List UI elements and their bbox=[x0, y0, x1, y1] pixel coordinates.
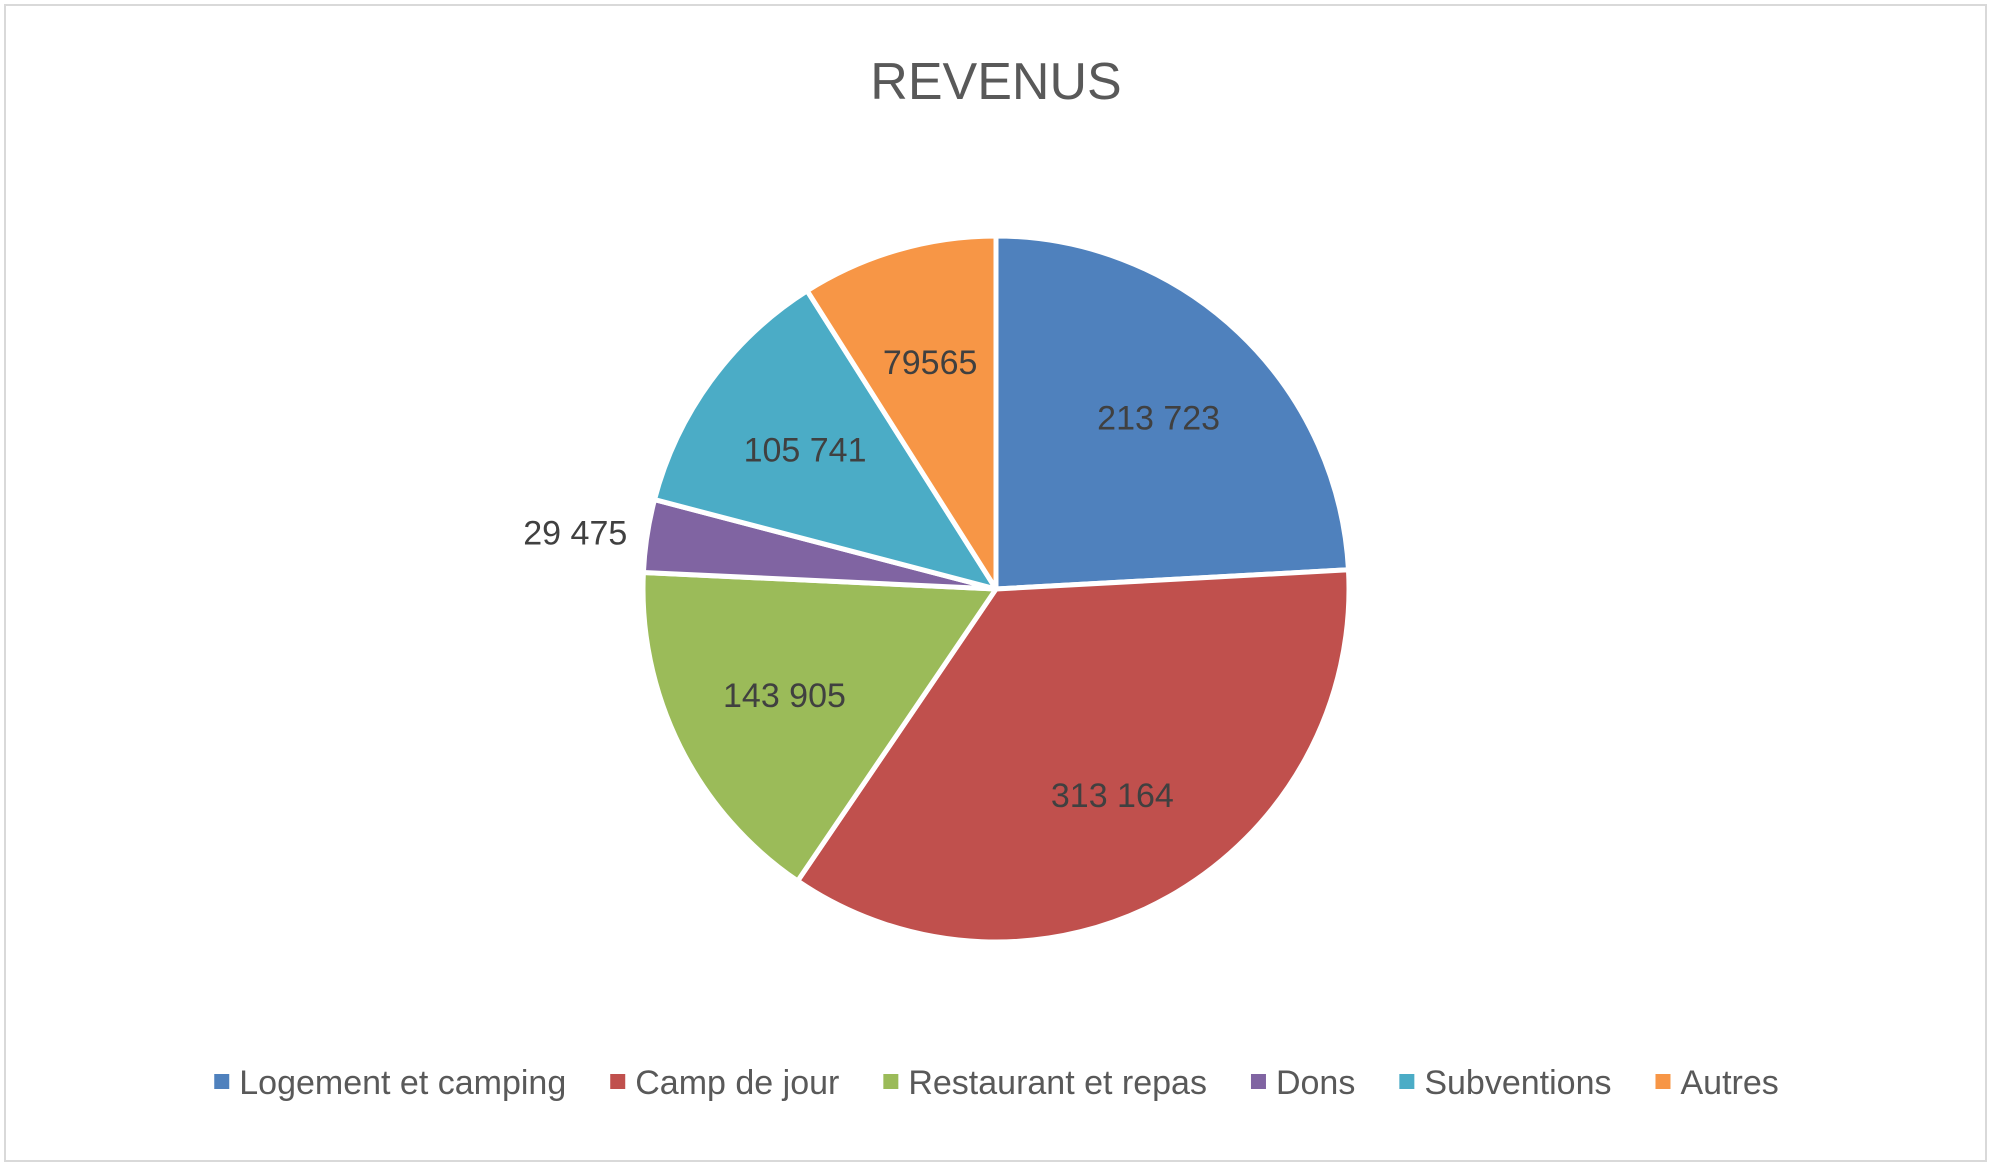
legend-marker-camp-de-jour bbox=[610, 1074, 626, 1089]
data-label-subventions: 105 741 bbox=[744, 431, 867, 469]
legend-label-logement-et-camping: Logement et camping bbox=[239, 1064, 566, 1102]
legend-marker-subventions bbox=[1399, 1074, 1415, 1089]
data-label-camp-de-jour: 313 164 bbox=[1051, 777, 1174, 815]
legend: Logement et camping Camp de jour Restauran… bbox=[214, 1064, 1779, 1102]
legend-label-dons: Dons bbox=[1276, 1064, 1355, 1102]
legend-label-autres: Autres bbox=[1680, 1064, 1778, 1102]
legend-label-camp-de-jour: Camp de jour bbox=[635, 1064, 839, 1102]
legend-marker-autres bbox=[1655, 1074, 1671, 1089]
pie-slices bbox=[640, 233, 1352, 945]
pie-slice-camp-de-jour bbox=[795, 567, 1352, 945]
legend-marker-restaurant-et-repas bbox=[883, 1074, 899, 1089]
pie-slice-restaurant-et-repas bbox=[640, 569, 999, 884]
legend-label-restaurant-et-repas: Restaurant et repas bbox=[908, 1064, 1207, 1102]
legend-item-restaurant-et-repas: Restaurant et repas bbox=[883, 1064, 1207, 1102]
legend-item-camp-de-jour: Camp de jour bbox=[610, 1064, 839, 1102]
data-label-autres: 79565 bbox=[883, 344, 978, 382]
data-label-logement-et-camping: 213 723 bbox=[1097, 399, 1220, 437]
pie-slice-autres bbox=[804, 233, 999, 592]
legend-item-dons: Dons bbox=[1250, 1064, 1355, 1102]
legend-marker-dons bbox=[1250, 1074, 1266, 1089]
legend-label-subventions: Subventions bbox=[1424, 1064, 1611, 1102]
data-label-restaurant-et-repas: 143 905 bbox=[723, 677, 846, 715]
legend-item-subventions: Subventions bbox=[1399, 1064, 1611, 1102]
legend-item-logement-et-camping: Logement et camping bbox=[214, 1064, 566, 1102]
data-label-dons: 29 475 bbox=[523, 515, 627, 553]
legend-marker-logement-et-camping bbox=[214, 1074, 230, 1089]
chart-title: REVENUS bbox=[870, 53, 1121, 111]
pie-slice-subventions bbox=[652, 288, 999, 592]
data-labels: 213 723 313 164 143 905 29 475 105 741 79565 bbox=[523, 344, 1220, 815]
legend-item-autres: Autres bbox=[1655, 1064, 1779, 1102]
pie-slice-logement-et-camping bbox=[993, 233, 1351, 592]
